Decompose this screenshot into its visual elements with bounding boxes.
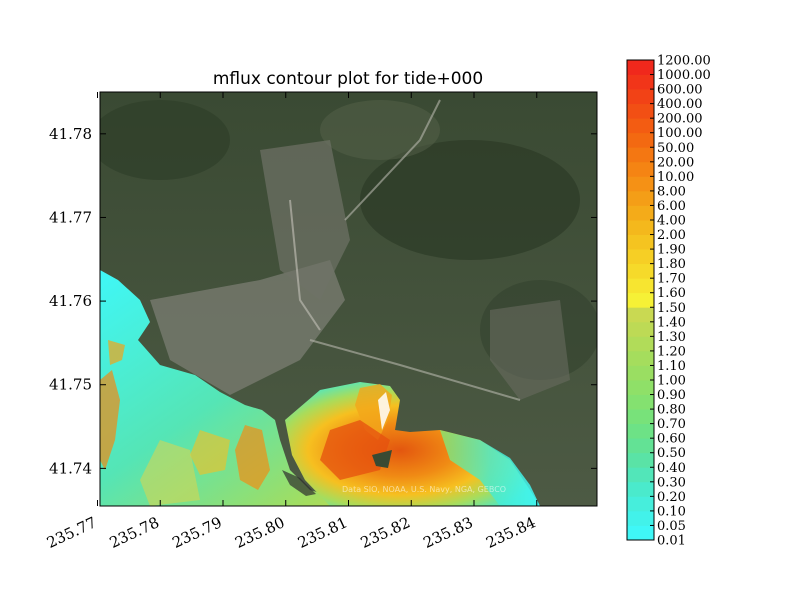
y-tick-label: 41.77 (49, 208, 92, 226)
y-tick-label: 41.74 (49, 459, 92, 477)
colorbar-label: 0.01 (657, 534, 686, 549)
colorbar-segment (627, 74, 654, 90)
colorbar-segment (627, 496, 654, 512)
colorbar-segment (627, 60, 654, 75)
colorbar-label: 0.30 (657, 475, 686, 490)
colorbar-label: 0.20 (657, 490, 686, 505)
colorbar-label: 100.00 (657, 126, 703, 141)
colorbar-label: 1200.00 (657, 54, 711, 69)
colorbar-segment (627, 292, 654, 308)
colorbar-segment (627, 89, 654, 105)
colorbar: 0.010.050.100.200.300.400.500.600.700.80… (626, 54, 711, 549)
x-tick-label: 235.79 (169, 513, 224, 552)
x-tick-label: 235.77 (44, 513, 99, 552)
colorbar-label: 1.90 (657, 243, 686, 258)
colorbar-segment (627, 336, 654, 352)
x-tick-label: 235.82 (358, 513, 413, 552)
colorbar-label: 8.00 (657, 184, 686, 199)
colorbar-label: 6.00 (657, 199, 686, 214)
colorbar-segment (627, 103, 654, 119)
colorbar-segment (627, 307, 654, 323)
colorbar-segment (627, 438, 654, 454)
colorbar-label: 1.70 (657, 272, 686, 287)
colorbar-label: 1.30 (657, 330, 686, 345)
colorbar-segment (627, 394, 654, 410)
colorbar-label: 2.00 (657, 228, 686, 243)
colorbar-label: 0.10 (657, 504, 686, 519)
colorbar-segment (627, 176, 654, 192)
colorbar-segment (627, 190, 654, 206)
colorbar-label: 0.80 (657, 403, 686, 418)
colorbar-label: 1.40 (657, 315, 686, 330)
colorbar-segment (627, 249, 654, 265)
colorbar-segment (627, 220, 654, 235)
colorbar-segment (627, 510, 654, 526)
colorbar-segment (627, 365, 654, 381)
colorbar-label: 0.90 (657, 388, 686, 403)
x-tick-label: 235.80 (232, 513, 287, 552)
x-tick-label: 235.78 (107, 513, 162, 552)
x-tick-label: 235.84 (483, 513, 538, 552)
colorbar-segment (627, 205, 654, 221)
colorbar-label: 50.00 (657, 141, 694, 156)
colorbar-label: 0.70 (657, 417, 686, 432)
colorbar-segment (627, 234, 654, 250)
colorbar-segment (627, 263, 654, 279)
colorbar-segment (627, 161, 654, 177)
colorbar-segment (627, 147, 654, 163)
colorbar-frame (626, 59, 655, 541)
colorbar-segment (627, 350, 654, 366)
colorbar-segment (627, 321, 654, 337)
colorbar-segment (627, 380, 654, 395)
colorbar-label: 0.50 (657, 446, 686, 461)
colorbar-label: 1000.00 (657, 68, 711, 83)
y-tick-label: 41.75 (49, 376, 92, 394)
colorbar-label: 0.05 (657, 519, 686, 534)
colorbar-label: 0.60 (657, 432, 686, 447)
colorbar-label: 20.00 (657, 155, 694, 170)
colorbar-segment (627, 423, 654, 439)
terrain-texture (100, 100, 597, 380)
colorbar-segment (627, 409, 654, 425)
colorbar-segment (627, 278, 654, 294)
y-tick-label: 41.78 (49, 125, 92, 143)
colorbar-label: 1.20 (657, 344, 686, 359)
colorbar-label: 200.00 (657, 112, 703, 127)
watermark-text: Data SIO, NOAA, U.S. Navy, NGA, GEBCO (342, 485, 506, 494)
colorbar-label: 1.50 (657, 301, 686, 316)
y-tick-label: 41.76 (49, 292, 92, 310)
mflux-field (100, 270, 540, 506)
colorbar-segment (627, 118, 654, 134)
colorbar-label: 400.00 (657, 97, 703, 112)
y-axis: 41.74 41.75 41.76 41.77 41.78 (49, 125, 597, 477)
colorbar-label: 10.00 (657, 170, 694, 185)
colorbar-segment (627, 452, 654, 468)
x-tick-label: 235.83 (421, 513, 476, 552)
colorbar-segment (627, 525, 654, 541)
colorbar-segment (627, 481, 654, 497)
plot-area: Data SIO, NOAA, U.S. Navy, NGA, GEBCO (100, 92, 597, 506)
x-tick-label: 235.81 (295, 513, 350, 552)
town-area (150, 99, 570, 401)
colorbar-label: 600.00 (657, 83, 703, 98)
colorbar-label: 1.60 (657, 286, 686, 301)
colorbar-label: 0.40 (657, 461, 686, 476)
chart-title: mflux contour plot for tide+000 (213, 69, 483, 89)
colorbar-segment (627, 467, 654, 483)
colorbar-label: 4.00 (657, 214, 686, 229)
colorbar-segment (627, 132, 654, 148)
colorbar-label: 1.80 (657, 257, 686, 272)
colorbar-label: 1.00 (657, 374, 686, 389)
colorbar-label: 1.10 (657, 359, 686, 374)
